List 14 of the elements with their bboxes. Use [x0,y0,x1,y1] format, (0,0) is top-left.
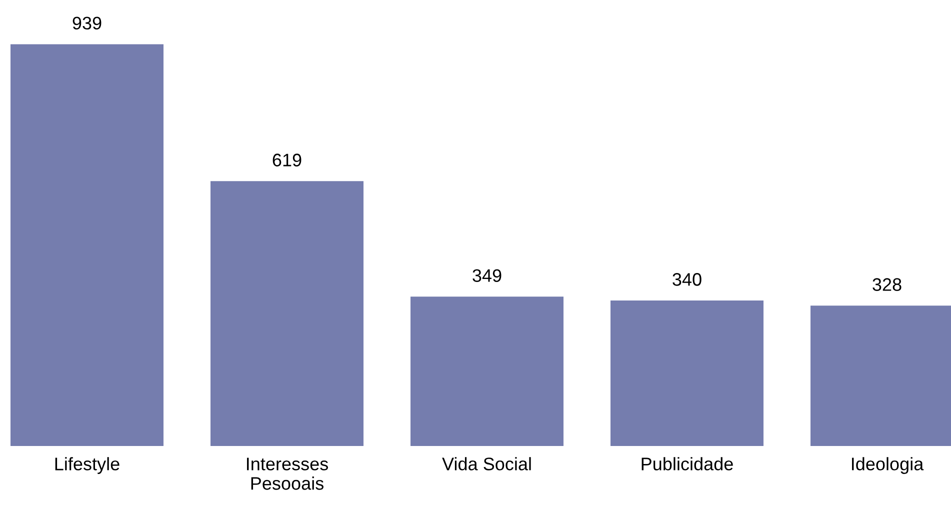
x-tick-label: Vida Social [442,457,531,470]
data-label: 328 [872,278,902,291]
data-label: 349 [472,269,502,282]
x-tick-label: Interesses Pesooais [247,458,328,490]
x-tick-label: Ideologia [852,457,924,474]
bar [410,296,564,446]
x-tick-label: Publicidade [642,457,733,470]
bar [610,300,764,446]
data-label: 939 [72,16,102,30]
bar [10,44,164,446]
x-tick-label: Lifestyle [55,457,120,474]
bar [210,181,364,446]
data-label: 619 [272,154,302,166]
data-label: 340 [672,273,702,286]
